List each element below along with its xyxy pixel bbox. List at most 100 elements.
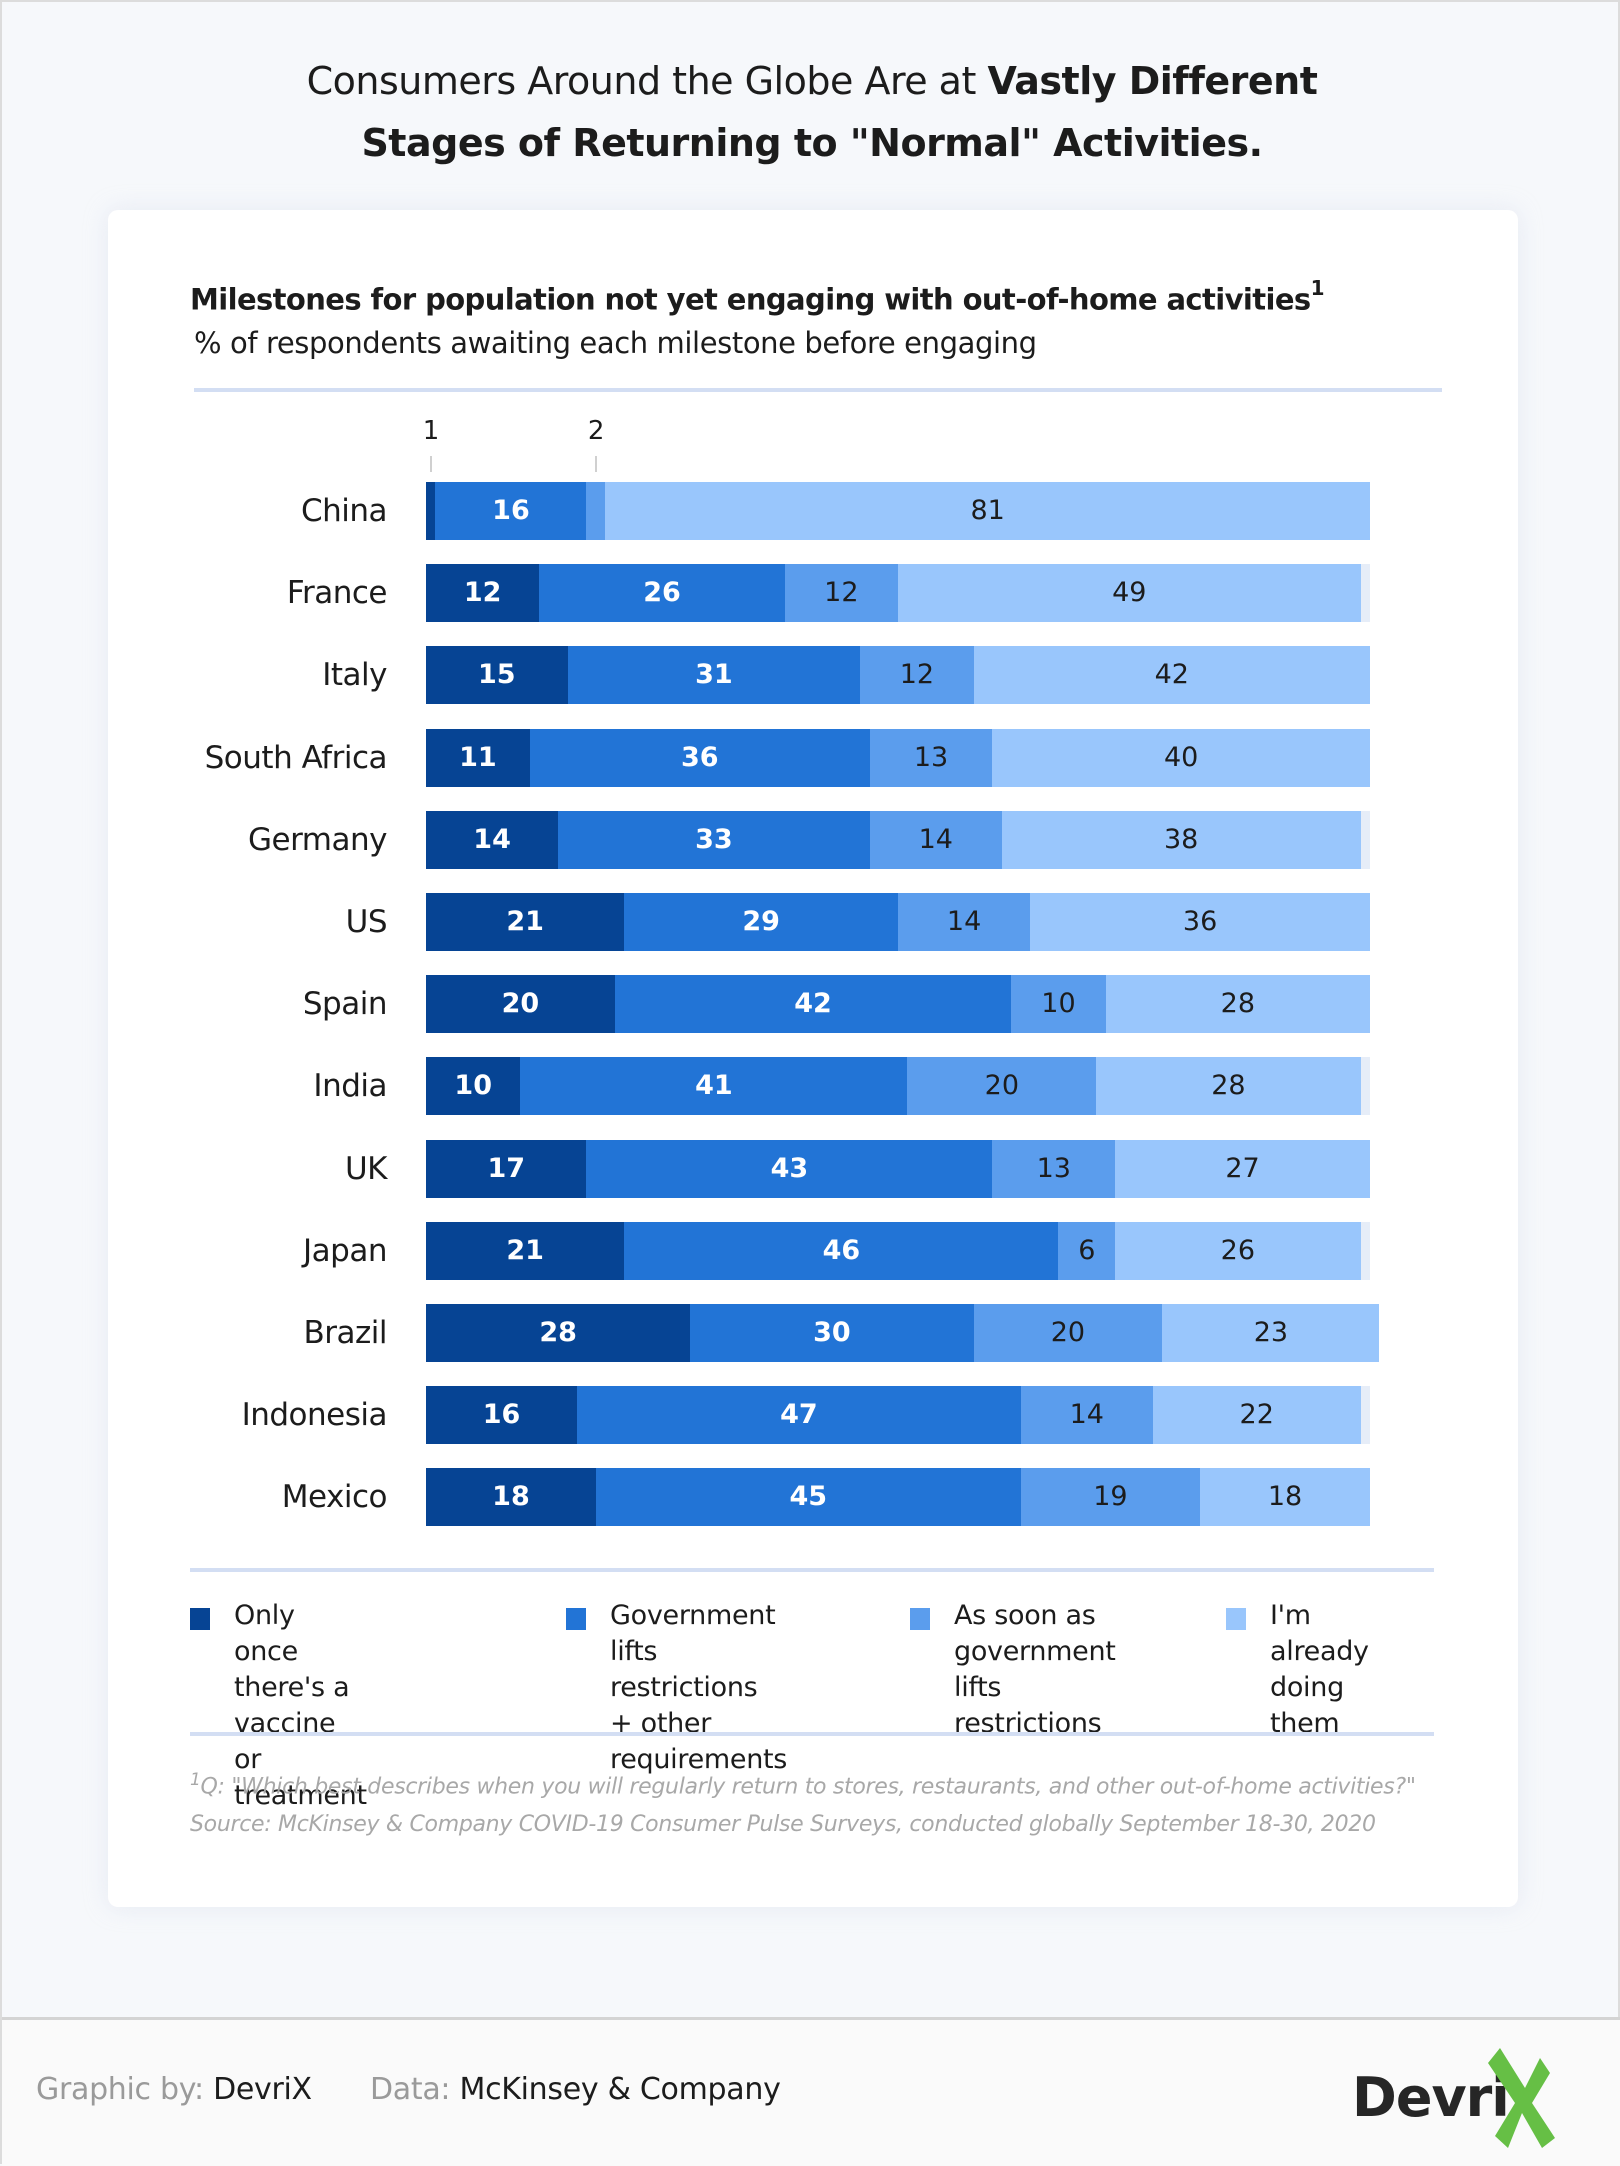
legend-label: Only once there's a vaccine or treatment: [234, 1600, 367, 1811]
bar-segment-i-m-already-doing-them: 23: [1162, 1304, 1380, 1362]
chart-title: Milestones for population not yet engagi…: [190, 276, 1325, 317]
footer-graphic-credit: Graphic by: DevriX: [36, 2072, 312, 2107]
bar-segment-as-soon-as-government-lifts-restrictions: 14: [898, 893, 1031, 951]
data-label: 46: [822, 1234, 861, 1266]
data-label: 20: [1050, 1317, 1086, 1348]
bar-row-us: US 21 29 14 36: [108, 893, 1518, 951]
chart-title-footnote-marker: 1: [1310, 276, 1325, 300]
bar-segment-as-soon-as-government-lifts-restrictions: 14: [1020, 1386, 1153, 1445]
bar-segment-government-lifts-restrictions-other-requirements: 26: [539, 564, 785, 623]
data-label: 12: [463, 577, 502, 609]
data-label: 13: [1036, 1152, 1071, 1184]
data-value: McKinsey & Company: [459, 2072, 781, 2107]
data-label: 10: [454, 1070, 492, 1102]
data-label: 11: [459, 741, 497, 773]
bar-segment-i-m-already-doing-them: 22: [1152, 1386, 1361, 1445]
category-label: US: [345, 904, 388, 940]
data-label: 12: [899, 659, 935, 691]
bar-track: 10 41 20 28: [426, 1057, 1370, 1116]
data-label: 18: [1267, 1481, 1303, 1513]
data-key: Data:: [370, 2072, 451, 2107]
data-label: 15: [478, 659, 516, 691]
bar-row-south-africa: South Africa 11 36 13 40: [108, 728, 1518, 787]
bar-segment-government-lifts-restrictions-other-requirements: 46: [624, 1221, 1059, 1280]
bar-track: 12 26 12 49: [426, 564, 1370, 623]
bar-segment-only-once-there-s-a-vaccine-or-treatment: 10: [426, 1057, 521, 1116]
bar-segment-only-once-there-s-a-vaccine-or-treatment: [426, 482, 436, 540]
page-title-bold-2: Stages of Returning to "Normal" Activiti…: [361, 121, 1263, 165]
category-label: China: [300, 493, 388, 529]
data-label: 14: [1069, 1399, 1104, 1431]
bar-row-brazil: Brazil 28 30 20 23: [108, 1304, 1518, 1362]
bar-segment-government-lifts-restrictions-other-requirements: 41: [520, 1057, 908, 1116]
bar-segment-i-m-already-doing-them: 18: [1200, 1468, 1370, 1527]
category-label: France: [286, 575, 388, 612]
bar-segment-as-soon-as-government-lifts-restrictions: 13: [869, 728, 993, 787]
data-label: 13: [913, 741, 949, 773]
annotation-label-1: 1: [422, 416, 440, 446]
annotation-label-2: 2: [587, 416, 605, 446]
bar-row-germany: Germany 14 33 14 38: [108, 810, 1518, 869]
data-label: 14: [918, 823, 953, 855]
page-title-bold-1: Vastly Different: [987, 59, 1318, 103]
bar-segment-government-lifts-restrictions-other-requirements: 16: [435, 482, 587, 540]
bar-row-japan: Japan 21 46 6 26: [108, 1221, 1518, 1280]
legend-label: Government lifts restrictions + other re…: [610, 1600, 788, 1775]
data-label: 36: [1182, 906, 1218, 937]
bar-row-uk: UK 17 43 13 27: [108, 1139, 1518, 1198]
category-label: Spain: [302, 986, 388, 1023]
graphic-by-value: DevriX: [213, 2072, 312, 2107]
data-label: 36: [680, 741, 719, 773]
annotation-leader-line: [429, 456, 432, 472]
bar-row-mexico: Mexico 18 45 19 18: [108, 1468, 1518, 1527]
category-label: Mexico: [281, 1479, 388, 1516]
page-title: Consumers Around the Globe Are at Vastly…: [2, 50, 1620, 174]
bar-segment-as-soon-as-government-lifts-restrictions: 14: [869, 810, 1002, 869]
bar-segment-as-soon-as-government-lifts-restrictions: 19: [1020, 1468, 1201, 1527]
bar-segment-i-m-already-doing-them: 28: [1105, 975, 1370, 1034]
bar-row-india: India 10 41 20 28: [108, 1057, 1518, 1116]
devrix-logo: Devri: [1352, 2048, 1572, 2148]
bar-segment-government-lifts-restrictions-other-requirements: 42: [614, 975, 1012, 1034]
bar-segment-only-once-there-s-a-vaccine-or-treatment: 11: [426, 728, 530, 787]
legend-label: As soon as government lifts restrictions: [954, 1600, 1116, 1739]
bar-segment-only-once-there-s-a-vaccine-or-treatment: 17: [426, 1139, 587, 1198]
bar-segment-as-soon-as-government-lifts-restrictions: 20: [973, 1304, 1163, 1362]
legend-swatch: [1226, 1608, 1246, 1630]
data-label: 42: [1154, 659, 1189, 691]
bar-segment-i-m-already-doing-them: 42: [973, 646, 1370, 705]
bar-segment-only-once-there-s-a-vaccine-or-treatment: 18: [426, 1468, 596, 1527]
category-label: Italy: [322, 657, 387, 694]
data-label: 20: [501, 988, 540, 1020]
bar-segment-government-lifts-restrictions-other-requirements: 36: [529, 728, 870, 787]
data-label: 29: [742, 906, 780, 937]
bar-segment-only-once-there-s-a-vaccine-or-treatment: 28: [426, 1304, 691, 1362]
data-label: 18: [492, 1481, 530, 1513]
bar-segment-government-lifts-restrictions-other-requirements: 30: [690, 1304, 974, 1362]
bar-row-france: France 12 26 12 49: [108, 564, 1518, 623]
bar-segment-i-m-already-doing-them: 81: [605, 482, 1370, 540]
bar-segment-i-m-already-doing-them: 28: [1096, 1057, 1361, 1116]
data-label: 41: [695, 1070, 733, 1102]
bar-track: 14 33 14 38: [426, 810, 1370, 869]
bar-segment-i-m-already-doing-them: 38: [1001, 810, 1361, 869]
bar-segment-as-soon-as-government-lifts-restrictions: 10: [1011, 975, 1106, 1034]
bar-segment-only-once-there-s-a-vaccine-or-treatment: 21: [426, 893, 625, 951]
category-label: Germany: [248, 821, 387, 858]
bar-segment-government-lifts-restrictions-other-requirements: 33: [558, 810, 870, 869]
data-label: 16: [492, 495, 530, 526]
bar-row-spain: Spain 20 42 10 28: [108, 975, 1518, 1034]
legend-label: I'm already doing them: [1270, 1600, 1369, 1739]
bar-segment-only-once-there-s-a-vaccine-or-treatment: 20: [426, 975, 615, 1034]
bar-segment-as-soon-as-government-lifts-restrictions: 20: [907, 1057, 1097, 1116]
data-label: 10: [1041, 988, 1076, 1020]
category-label: India: [313, 1068, 387, 1105]
footnote-marker: 1: [190, 1770, 201, 1790]
data-label: 38: [1164, 823, 1199, 855]
bar-row-china: China 16 81: [108, 482, 1518, 540]
bar-segment-i-m-already-doing-them: 36: [1030, 893, 1370, 951]
bar-segment-government-lifts-restrictions-other-requirements: 43: [586, 1139, 993, 1198]
logo-x-icon: [1488, 2048, 1555, 2148]
logo-text: Devri: [1352, 2066, 1510, 2129]
data-label: 81: [970, 495, 1005, 526]
